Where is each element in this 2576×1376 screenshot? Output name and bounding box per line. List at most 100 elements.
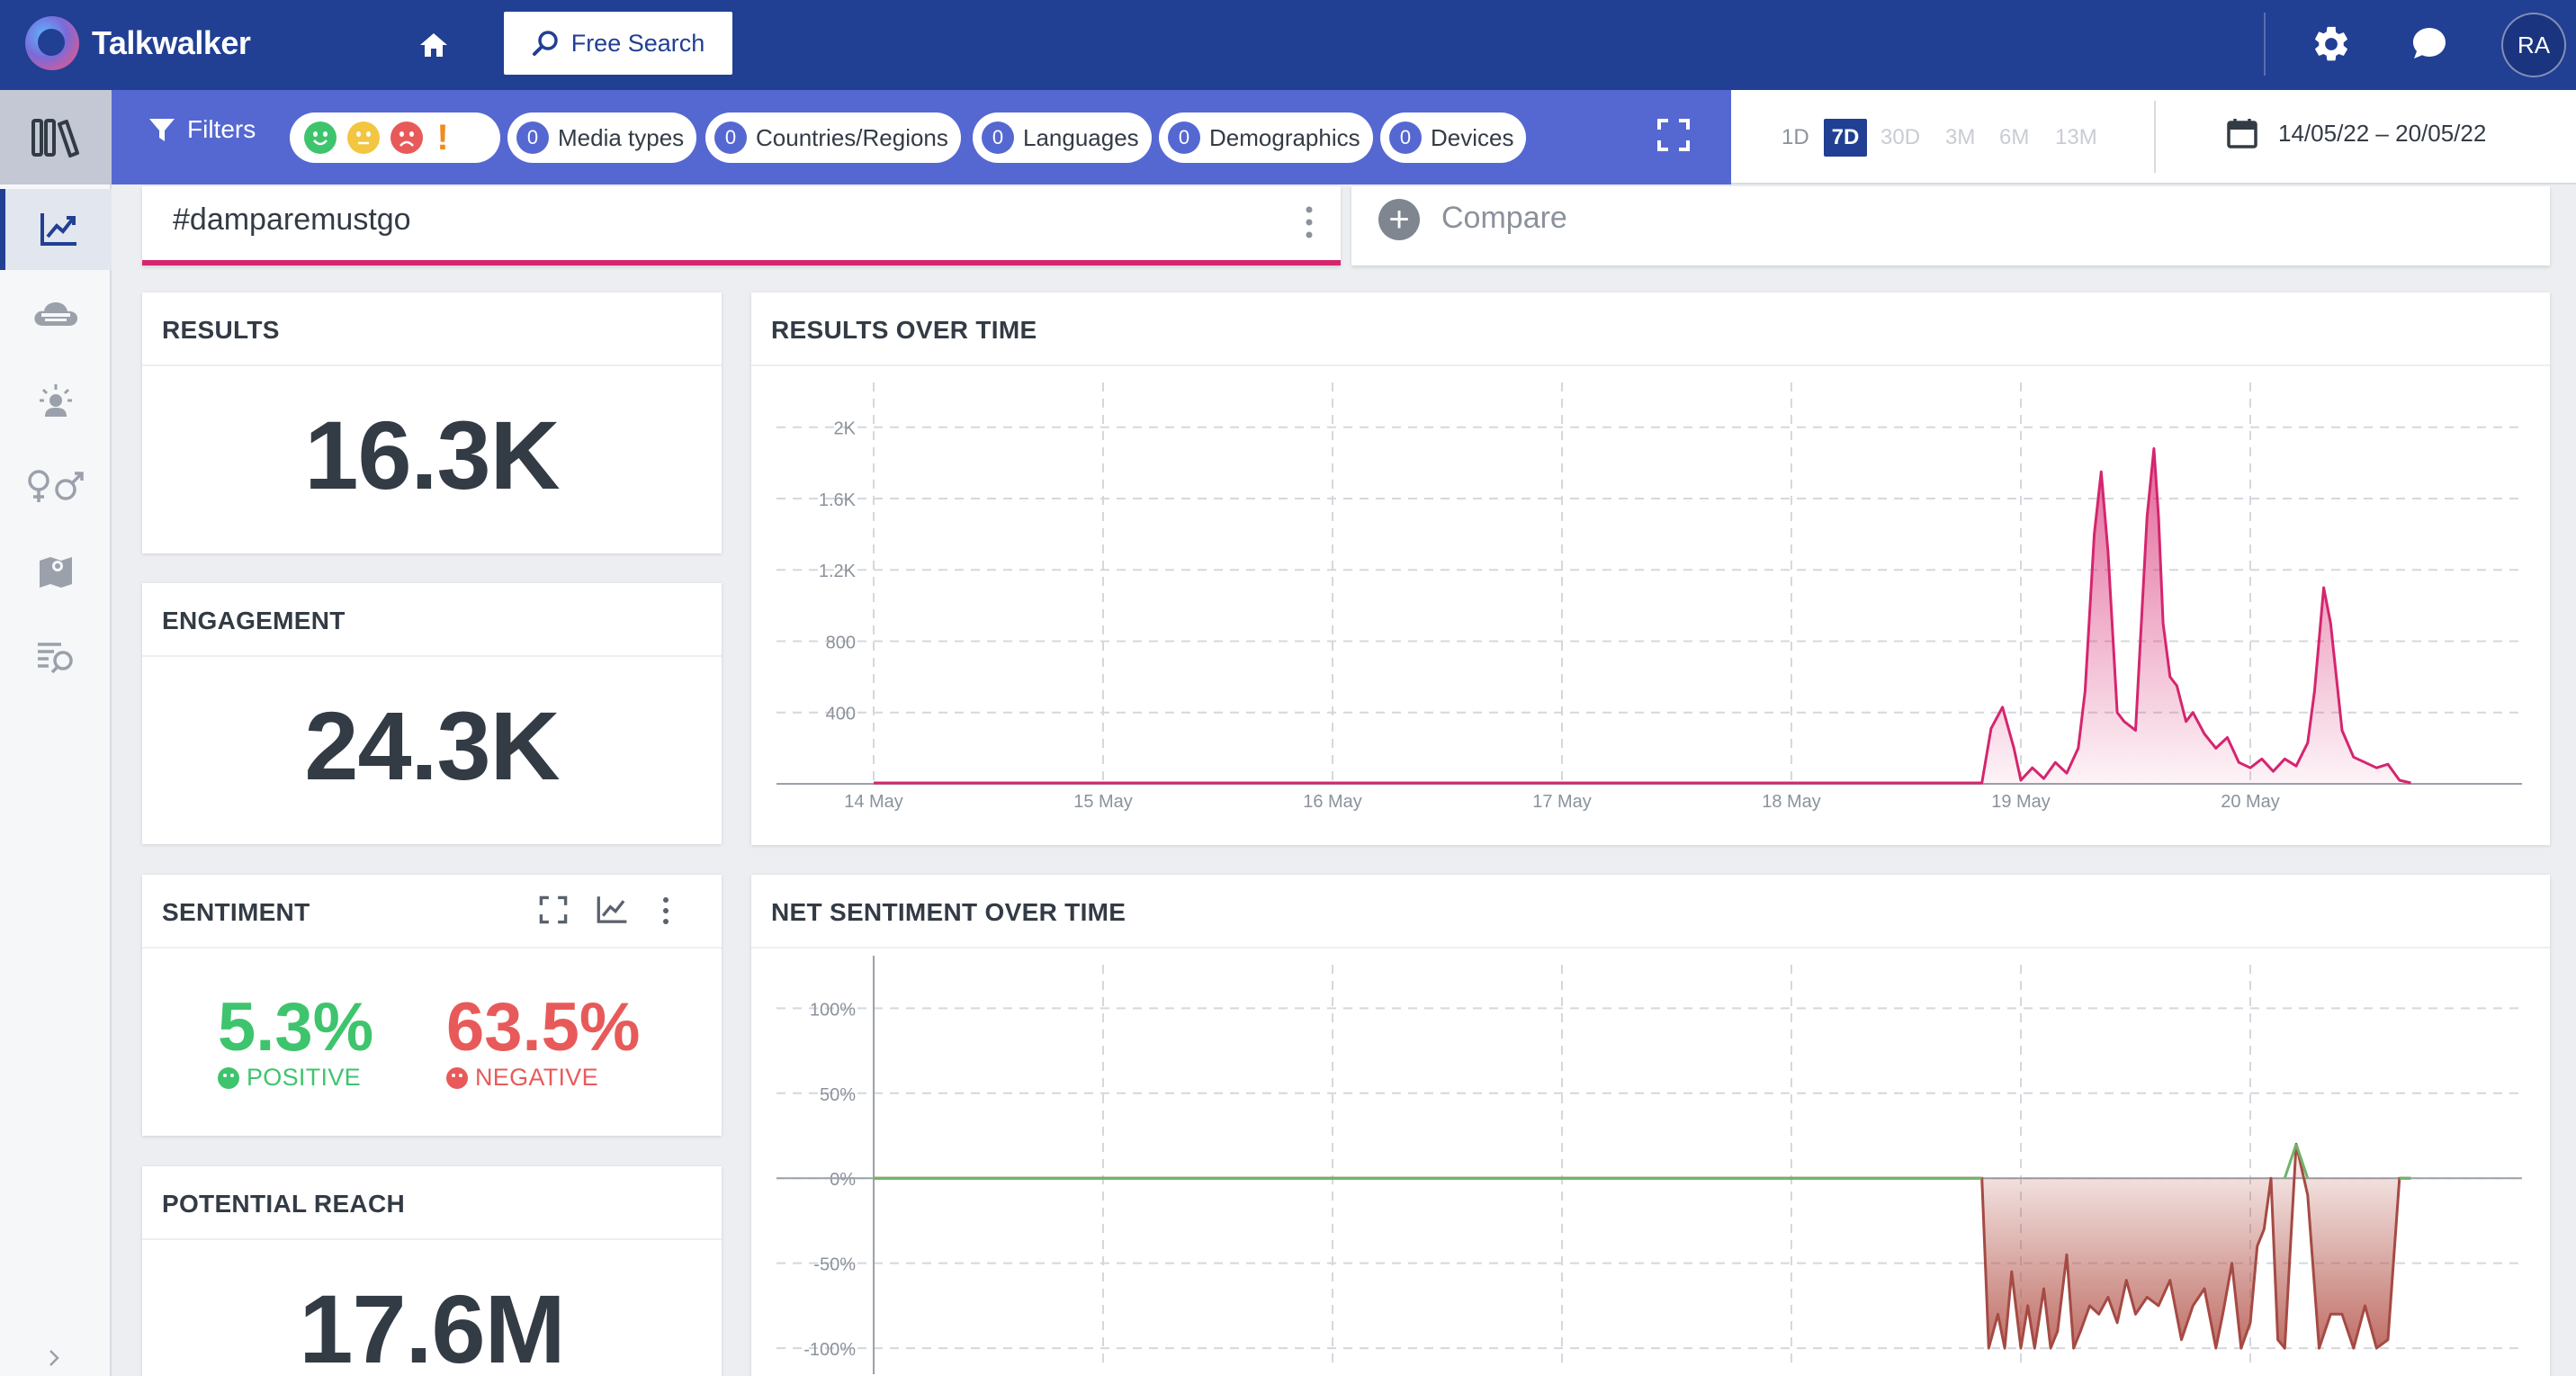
- range-6m[interactable]: 6M: [1999, 125, 2030, 149]
- left-sidebar: [0, 90, 112, 1376]
- y-tick-label: 800: [826, 633, 856, 652]
- sentiment-expand-button[interactable]: [538, 895, 569, 925]
- positive-face-icon: [218, 1066, 239, 1089]
- filter-pill-demographics[interactable]: 0 Demographics: [1159, 112, 1373, 163]
- filter-count: 0: [714, 121, 747, 154]
- sentiment-menu-button[interactable]: [660, 895, 671, 927]
- home-button[interactable]: [412, 23, 455, 67]
- y-tick-label: 1.6K: [819, 490, 857, 510]
- user-avatar[interactable]: RA: [2501, 13, 2566, 77]
- x-tick-label: 15 May: [1073, 792, 1133, 812]
- range-3m[interactable]: 3M: [1945, 125, 1976, 149]
- card-title: RESULTS OVER TIME: [771, 316, 1037, 344]
- positive-face-icon: [304, 121, 337, 154]
- analytics-icon: [40, 213, 76, 246]
- card-title: POTENTIAL REACH: [162, 1190, 405, 1218]
- card-divider: [751, 364, 2550, 366]
- filter-label: Devices: [1431, 123, 1514, 151]
- date-divider: [2154, 101, 2156, 173]
- more-vertical-icon[interactable]: [1303, 204, 1315, 240]
- gender-icon: [28, 470, 84, 502]
- y-tick-label: 50%: [820, 1085, 856, 1105]
- y-tick-label: -100%: [803, 1340, 856, 1360]
- settings-button[interactable]: [2311, 23, 2352, 69]
- card-divider: [751, 947, 2550, 949]
- x-tick-label: 20 May: [2221, 792, 2280, 812]
- filter-pill-languages[interactable]: 0 Languages: [973, 112, 1152, 163]
- series-positive-segment: [2294, 1143, 2310, 1179]
- compare-tab[interactable]: + Compare: [1351, 186, 2550, 265]
- card-divider: [142, 364, 722, 366]
- filters-label: Filters: [187, 115, 256, 143]
- positive-label: POSITIVE: [247, 1064, 361, 1091]
- date-range-text: 14/05/22 – 20/05/22: [2278, 119, 2487, 147]
- sidebar-item-list-search[interactable]: [0, 616, 112, 697]
- chevron-right-icon[interactable]: [41, 1349, 68, 1367]
- list-search-icon: [38, 643, 73, 674]
- filters-button[interactable]: Filters: [148, 115, 256, 144]
- cloud-icon: [34, 302, 78, 326]
- more-vertical-icon: [663, 897, 669, 924]
- negative-face-icon: [446, 1066, 468, 1089]
- filter-bar: Filters ! 0 Media types 0 Countries/Regi…: [112, 90, 1731, 184]
- results-over-time-card: RESULTS OVER TIME 400 800 1.2K 1.6K 2K 14 May…: [751, 292, 2550, 845]
- filter-pill-countries[interactable]: 0 Countries/Regions: [705, 112, 961, 163]
- chat-icon: [2413, 28, 2446, 58]
- range-30d[interactable]: 30D: [1880, 125, 1921, 149]
- alert-icon: !: [436, 118, 449, 157]
- range-7d[interactable]: 7D: [1824, 119, 1867, 157]
- filter-pill-devices[interactable]: 0 Devices: [1380, 112, 1527, 163]
- sidebar-item-map[interactable]: [0, 531, 112, 612]
- range-13m[interactable]: 13M: [2055, 125, 2097, 149]
- net-sentiment-over-time-card: NET SENTIMENT OVER TIME 100% 50% 0% -50% -10…: [751, 875, 2550, 1376]
- sidebar-item-cloud[interactable]: [0, 274, 112, 355]
- filter-pill-media-types[interactable]: 0 Media types: [507, 112, 697, 163]
- x-tick-label: 19 May: [1991, 792, 2051, 812]
- potential-reach-card: POTENTIAL REACH 17.6M: [142, 1166, 722, 1376]
- filter-label: Media types: [558, 123, 685, 151]
- engagement-value: 24.3K: [304, 691, 560, 800]
- gear-icon: [2315, 26, 2347, 61]
- search-icon: [532, 31, 558, 56]
- sidebar-item-library[interactable]: [0, 90, 112, 184]
- net-sentiment-over-time-chart[interactable]: 100% 50% 0% -50% -100%: [751, 875, 2550, 1376]
- filter-count: 0: [982, 121, 1014, 154]
- sentiment-chart-button[interactable]: [596, 895, 628, 925]
- card-divider: [142, 1238, 722, 1240]
- sidebar-item-analytics[interactable]: [0, 189, 112, 270]
- y-tick-label: -50%: [813, 1255, 856, 1275]
- sidebar-item-demographics[interactable]: [0, 445, 112, 526]
- filter-count: 0: [516, 121, 549, 154]
- card-title: ENGAGEMENT: [162, 607, 346, 634]
- card-title: NET SENTIMENT OVER TIME: [771, 898, 1126, 926]
- chat-button[interactable]: [2410, 23, 2449, 67]
- sentiment-card: SENTIMENT 5.3% POSITIVE 63.5% NEGATIVE: [142, 875, 722, 1136]
- y-tick-label: 2K: [834, 419, 857, 439]
- topbar-divider: [2264, 13, 2266, 76]
- filter-label: Countries/Regions: [756, 123, 948, 151]
- x-tick-label: 18 May: [1762, 792, 1821, 812]
- card-divider: [142, 655, 722, 657]
- y-tick-label: 0%: [830, 1170, 856, 1190]
- query-tab[interactable]: #damparemustgo: [142, 186, 1341, 265]
- sentiment-filter-pill[interactable]: !: [290, 112, 500, 163]
- library-icon: [31, 118, 79, 157]
- calendar-icon: [2227, 119, 2257, 148]
- results-over-time-chart[interactable]: 400 800 1.2K 1.6K 2K 14 May 15 May 16 May 17 May…: [751, 292, 2550, 845]
- expand-icon[interactable]: [1656, 117, 1692, 153]
- reach-value: 17.6M: [299, 1274, 565, 1376]
- positive-value: 5.3%: [218, 989, 374, 1066]
- card-divider: [142, 947, 722, 949]
- negative-value: 63.5%: [446, 989, 641, 1066]
- logo-text: Talkwalker: [92, 24, 251, 61]
- sidebar-item-influencers[interactable]: [0, 360, 112, 441]
- negative-face-icon: [390, 121, 423, 154]
- plus-icon: +: [1378, 199, 1420, 240]
- influencer-icon: [40, 384, 72, 417]
- compare-label: Compare: [1441, 201, 1567, 235]
- date-range-picker[interactable]: 14/05/22 – 20/05/22: [2226, 117, 2486, 149]
- free-search-button[interactable]: Free Search: [504, 12, 732, 75]
- talkwalker-logo[interactable]: Talkwalker: [25, 16, 251, 70]
- range-1d[interactable]: 1D: [1782, 125, 1809, 149]
- filter-label: Languages: [1023, 123, 1139, 151]
